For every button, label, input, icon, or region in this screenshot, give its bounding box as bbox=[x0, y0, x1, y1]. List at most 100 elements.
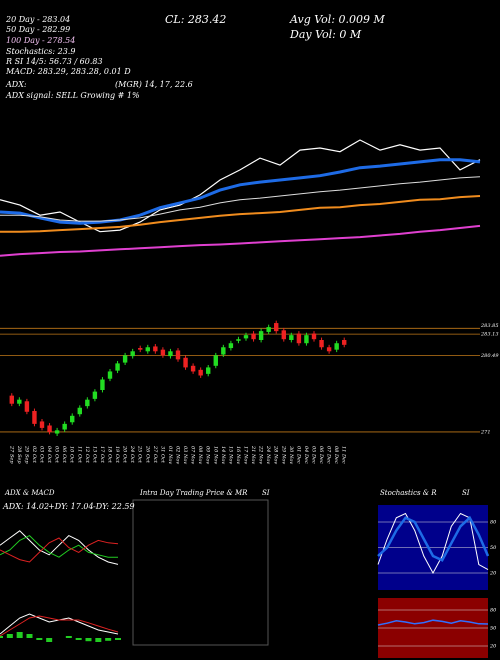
panel-title: Stochastics & R bbox=[380, 489, 437, 497]
x-tick-label: 31 Oct bbox=[159, 446, 165, 464]
candle-body bbox=[289, 335, 294, 340]
x-tick-label: 26 Oct bbox=[144, 445, 150, 464]
adx-text: ADX: bbox=[5, 80, 27, 89]
candle-body bbox=[115, 363, 120, 371]
y-tick-label: 20 bbox=[489, 644, 497, 650]
panel-annotation: SI bbox=[262, 489, 270, 497]
candle-body bbox=[17, 399, 22, 404]
x-tick-label: 24 Nov bbox=[265, 445, 271, 464]
x-tick-label: 13 Oct bbox=[91, 446, 97, 464]
series-line bbox=[0, 224, 481, 257]
x-tick-label: 10 Nov bbox=[212, 446, 218, 464]
candle-body bbox=[77, 407, 82, 415]
candle-body bbox=[304, 335, 309, 344]
candle-body bbox=[251, 333, 256, 340]
candle-body bbox=[311, 333, 317, 340]
panel-title: Intra Day Trading Price & MR bbox=[139, 489, 248, 497]
histogram-bar bbox=[6, 634, 13, 638]
candle-body bbox=[160, 349, 166, 356]
candle-body bbox=[190, 365, 196, 372]
close-price: CL: 283.42 bbox=[165, 13, 226, 26]
x-tick-label: 09 Nov bbox=[205, 446, 211, 464]
candle-body bbox=[47, 425, 52, 432]
x-tick-label: 28 Sep bbox=[16, 445, 22, 464]
panel-annotation: SI bbox=[462, 489, 470, 497]
x-tick-label: 17 Oct bbox=[99, 446, 105, 464]
candle-body bbox=[122, 355, 128, 363]
histogram-bar bbox=[46, 638, 53, 642]
candle-body bbox=[153, 346, 158, 352]
histogram-bar bbox=[36, 638, 43, 640]
y-tick-label: 50 bbox=[490, 626, 497, 632]
panel-annotation: ADX: 14.02 bbox=[2, 502, 49, 511]
adx-values: (MGR) 14, 17, 22.6 bbox=[115, 80, 193, 89]
y-tick-label: 280.49 bbox=[480, 353, 499, 359]
candle-body bbox=[206, 367, 211, 374]
y-tick-label: 80 bbox=[490, 608, 497, 614]
x-tick-label: 19 Oct bbox=[114, 446, 120, 464]
histogram-bar bbox=[105, 638, 112, 641]
y-tick-label: 283.13 bbox=[480, 332, 499, 338]
series-line bbox=[377, 515, 490, 562]
day-volume: Day Vol: 0 M bbox=[289, 28, 362, 41]
series-line bbox=[377, 619, 489, 626]
candle-body bbox=[138, 348, 143, 350]
x-tick-label: 15 Nov bbox=[227, 446, 233, 464]
series-line bbox=[0, 176, 481, 222]
ma20-text: 20 Day - 283.04 bbox=[5, 15, 70, 24]
histogram-bar bbox=[115, 638, 121, 640]
candle-body bbox=[70, 415, 75, 423]
x-tick-label: 30 Nov bbox=[288, 446, 294, 464]
x-tick-label: 02 Nov bbox=[175, 446, 181, 464]
candle-body bbox=[183, 357, 188, 368]
candle-body bbox=[85, 399, 90, 407]
x-tick-label: 07 Dec bbox=[326, 446, 332, 464]
x-tick-label: 01 Dec bbox=[295, 446, 301, 464]
ma100-text: 100 Day - 278.54 bbox=[6, 36, 75, 45]
candle-body bbox=[130, 351, 135, 357]
candle-body bbox=[145, 347, 150, 352]
candle-body bbox=[281, 330, 286, 340]
y-tick-label: 80 bbox=[490, 520, 497, 526]
x-tick-label: 03 Nov bbox=[182, 446, 188, 464]
x-tick-label: 11 Dec bbox=[341, 446, 347, 464]
y-tick-label: 271 bbox=[480, 429, 491, 435]
x-tick-label: 28 Nov bbox=[273, 445, 279, 464]
panel-annotation: +DY: 17.04 bbox=[48, 502, 94, 511]
candle-body bbox=[221, 347, 226, 355]
y-tick-label: 20 bbox=[489, 571, 497, 577]
candle-body bbox=[266, 327, 271, 332]
candle-body bbox=[9, 395, 14, 404]
x-tick-label: 06 Dec bbox=[318, 446, 324, 464]
candle-body bbox=[334, 343, 339, 350]
x-tick-label: 21 Nov bbox=[250, 445, 256, 464]
candle-body bbox=[296, 333, 302, 344]
histogram-bar bbox=[65, 636, 72, 638]
x-tick-label: 20 Oct bbox=[122, 445, 128, 464]
series-line bbox=[0, 537, 119, 563]
x-tick-label: 18 Oct bbox=[107, 446, 113, 464]
x-tick-label: 16 Nov bbox=[235, 446, 241, 464]
adx-signal: ADX signal: SELL Growing # 1% bbox=[5, 91, 140, 100]
candle-body bbox=[100, 379, 105, 390]
x-tick-label: 02 Oct bbox=[31, 446, 37, 464]
x-tick-label: 06 Oct bbox=[61, 446, 67, 464]
candle-body bbox=[228, 343, 234, 349]
x-tick-label: 17 Nov bbox=[243, 446, 249, 464]
series-line bbox=[0, 195, 481, 233]
x-tick-label: 22 Nov bbox=[258, 445, 264, 464]
candle-body bbox=[326, 347, 332, 352]
candle-body bbox=[32, 410, 37, 424]
candle-body bbox=[236, 339, 241, 341]
x-tick-label: 12 Oct bbox=[84, 446, 90, 464]
x-tick-label: 14 Nov bbox=[220, 446, 226, 464]
ma50-text: 50 Day - 282.99 bbox=[6, 25, 70, 34]
candle-body bbox=[258, 331, 264, 340]
candle-body bbox=[107, 371, 113, 379]
candle-body bbox=[274, 323, 279, 332]
candle-body bbox=[319, 340, 324, 348]
x-tick-label: 07 Nov bbox=[190, 446, 196, 464]
histogram-bar bbox=[16, 632, 23, 638]
x-tick-label: 03 Oct bbox=[39, 446, 45, 464]
